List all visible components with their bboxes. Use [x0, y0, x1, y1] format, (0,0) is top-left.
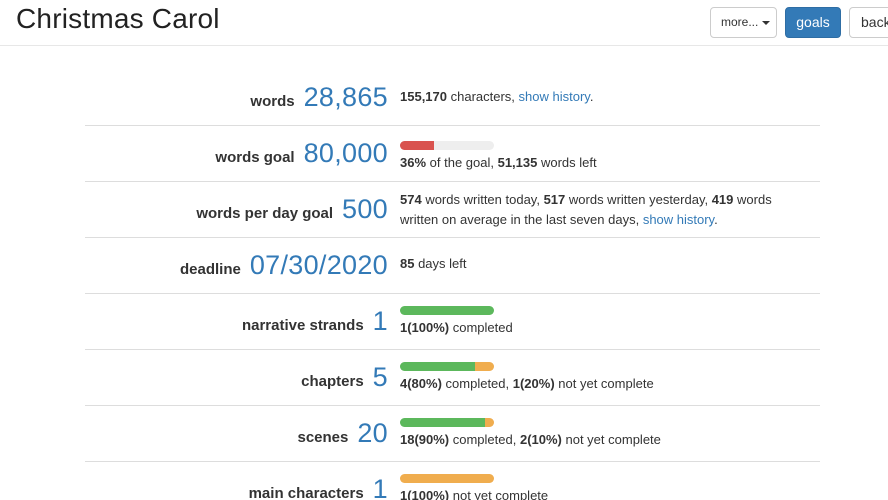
complete-fill — [400, 362, 476, 371]
words-left-count: 51,135 — [497, 155, 538, 170]
show-history-link[interactable]: show history — [642, 212, 715, 227]
completion-bar — [400, 362, 494, 371]
detail-text: not yet complete — [561, 432, 661, 447]
stat-label: words 28,865 — [250, 82, 388, 113]
stat-value: 1 — [372, 474, 388, 500]
incomplete-fill — [475, 362, 494, 371]
stat-detail: 155,170 characters, show history. — [400, 87, 810, 107]
stat-name: words — [250, 93, 295, 110]
detail-text: completed, — [441, 376, 513, 391]
goal-progress-bar — [400, 141, 494, 150]
completion-bar — [400, 418, 494, 427]
stat-row-words: words 28,865 155,170 characters, show hi… — [85, 70, 820, 126]
stat-name: words goal — [215, 149, 295, 166]
stat-detail: 1(100%) not yet complete — [400, 470, 810, 500]
stat-row-narrative-strands: narrative strands 1 1(100%) completed — [85, 294, 820, 350]
stat-name: chapters — [301, 373, 364, 390]
stat-value: 28,865 — [303, 82, 388, 112]
stat-label: words goal 80,000 — [215, 138, 388, 169]
stat-label: words per day goal 500 — [196, 194, 388, 225]
page-title: Christmas Carol — [16, 3, 220, 34]
goals-button[interactable]: goals — [785, 7, 841, 38]
detail-text: of the goal, — [426, 155, 498, 170]
complete-fill — [400, 306, 494, 315]
characters-count: 155,170 — [400, 89, 447, 104]
stat-value: 80,000 — [303, 138, 388, 168]
stat-row-chapters: chapters 5 4(80%) completed, 1(20%) not … — [85, 350, 820, 406]
stat-label: chapters 5 — [301, 362, 388, 393]
stat-name: scenes — [297, 429, 349, 446]
stat-value: 20 — [357, 418, 388, 448]
incomplete-count: 1(100%) — [400, 488, 450, 500]
completed-count: 4(80%) — [400, 376, 442, 391]
incomplete-fill — [484, 418, 494, 427]
detail-text: . — [589, 89, 594, 104]
stat-value: 07/30/2020 — [249, 250, 388, 280]
incomplete-fill — [400, 474, 494, 483]
detail-text: . — [714, 212, 718, 227]
detail-text: characters, — [447, 89, 519, 104]
stat-label: narrative strands 1 — [242, 306, 388, 337]
stat-name: words per day goal — [196, 205, 334, 222]
stat-row-deadline: deadline 07/30/2020 85 days left — [85, 238, 820, 294]
stat-row-main-characters: main characters 1 1(100%) not yet comple… — [85, 462, 820, 500]
average-count: 419 — [711, 192, 734, 207]
caret-down-icon — [762, 20, 771, 25]
today-count: 574 — [400, 192, 422, 207]
incomplete-count: 2(10%) — [519, 432, 562, 447]
detail-text: words left — [537, 155, 597, 170]
days-left-count: 85 — [400, 256, 415, 271]
yesterday-count: 517 — [543, 192, 566, 207]
stats-table: words 28,865 155,170 characters, show hi… — [85, 70, 820, 500]
more-label: more... — [721, 15, 759, 29]
stat-name: main characters — [248, 485, 364, 500]
complete-fill — [400, 418, 485, 427]
detail-text: not yet complete — [449, 488, 549, 500]
stat-row-per-day-goal: words per day goal 500 574 words written… — [85, 182, 820, 238]
stat-detail: 18(90%) completed, 2(10%) not yet comple… — [400, 414, 810, 450]
stat-label: deadline 07/30/2020 — [180, 250, 388, 281]
detail-text: words written on average in the last sev… — [400, 192, 772, 227]
goal-progress-fill — [400, 141, 434, 150]
stat-label: scenes 20 — [297, 418, 388, 449]
stat-row-scenes: scenes 20 18(90%) completed, 2(10%) not … — [85, 406, 820, 462]
detail-text: not yet complete — [554, 376, 654, 391]
stat-value: 1 — [372, 306, 388, 336]
stat-name: deadline — [180, 261, 241, 278]
detail-text: words written today, — [421, 192, 544, 207]
stat-detail: 85 days left — [400, 254, 810, 274]
stat-value: 5 — [372, 362, 388, 392]
top-bar: Christmas Carol more... goals back — [0, 0, 888, 46]
goal-percent: 36% — [400, 155, 427, 170]
completed-count: 18(90%) — [400, 432, 450, 447]
detail-text: completed, — [449, 432, 520, 447]
detail-text: completed — [449, 320, 513, 335]
stat-value: 500 — [342, 194, 388, 224]
detail-text: days left — [414, 256, 467, 271]
stat-detail: 1(100%) completed — [400, 302, 810, 338]
completion-bar — [400, 474, 494, 483]
incomplete-count: 1(20%) — [512, 376, 555, 391]
stat-detail: 4(80%) completed, 1(20%) not yet complet… — [400, 358, 810, 394]
detail-text: words written yesterday, — [565, 192, 712, 207]
stat-detail: 36% of the goal, 51,135 words left — [400, 137, 810, 173]
stat-label: main characters 1 — [249, 474, 388, 500]
stat-name: narrative strands — [241, 317, 364, 334]
stat-row-words-goal: words goal 80,000 36% of the goal, 51,13… — [85, 126, 820, 182]
completed-count: 1(100%) — [400, 320, 450, 335]
stat-detail: 574 words written today, 517 words writt… — [400, 190, 800, 230]
show-history-link[interactable]: show history — [518, 89, 590, 104]
back-button[interactable]: back — [849, 7, 888, 38]
completion-bar — [400, 306, 494, 315]
more-dropdown-button[interactable]: more... — [710, 7, 777, 38]
